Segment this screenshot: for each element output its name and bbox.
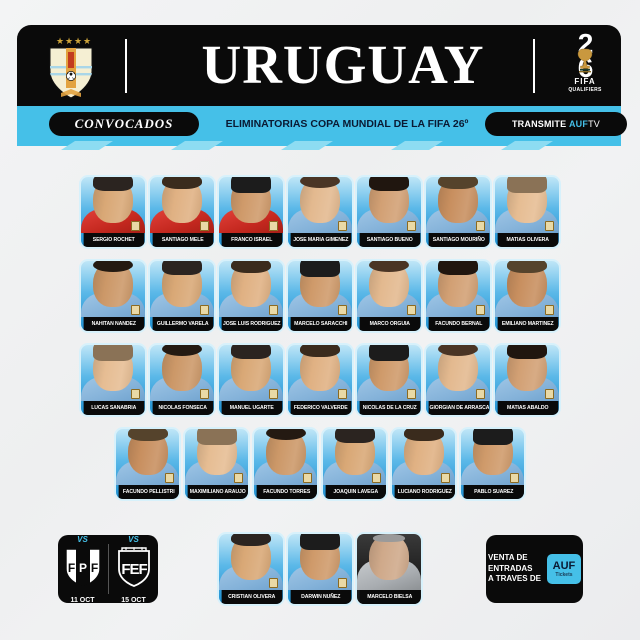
svg-text:P: P <box>78 561 86 575</box>
svg-text:★: ★ <box>65 36 73 46</box>
svg-text:F: F <box>90 561 97 575</box>
svg-text:★: ★ <box>74 36 82 46</box>
svg-text:FEF: FEF <box>121 561 147 578</box>
svg-text:F: F <box>67 561 74 575</box>
svg-text:★: ★ <box>56 36 64 46</box>
svg-text:★: ★ <box>83 36 91 46</box>
